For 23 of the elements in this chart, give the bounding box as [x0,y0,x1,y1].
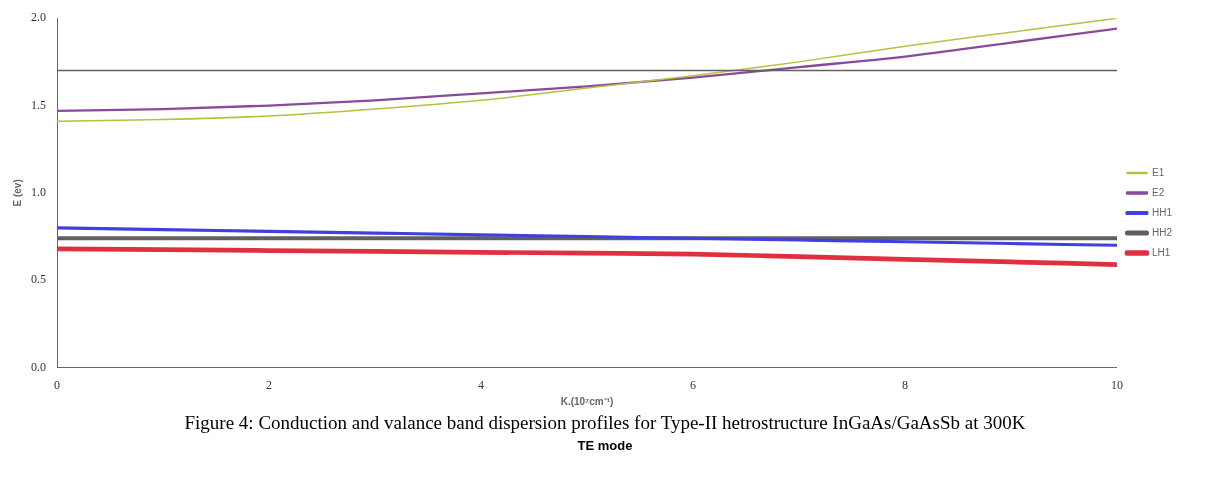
y-tick-label: 0.0 [31,359,46,374]
y-axis-title: E (ev) [11,179,23,207]
line-series [57,226,1117,247]
y-tick-label: 1.5 [31,97,46,112]
x-tick-label: 0 [54,377,60,392]
legend-label: E2 [1152,186,1165,198]
y-tick-label: 2.0 [31,10,46,25]
x-tick-label: 2 [266,377,272,392]
line-series [57,27,1117,112]
x-tick-label: 4 [478,377,484,392]
legend-label: LH1 [1152,246,1171,258]
legend-label: HH2 [1152,226,1173,238]
line-series [57,246,1117,267]
x-tick-label: 6 [690,377,696,392]
y-tick-label: 0.5 [31,272,46,287]
x-axis-title: K.(10⁷cm⁻¹) [560,395,614,407]
caption: Figure 4: Conduction and valance band dispersion profiles for Type-II hetrostructure InGaAs/GaAsSb at 300K [183,412,1027,434]
legend-label: E1 [1152,166,1165,178]
y-tick-label: 1.0 [31,185,46,200]
x-tick-label: 8 [902,377,908,392]
legend-label: HH1 [1152,206,1173,218]
text: TE mode [576,438,634,453]
x-tick-label: 10 [1111,377,1123,392]
